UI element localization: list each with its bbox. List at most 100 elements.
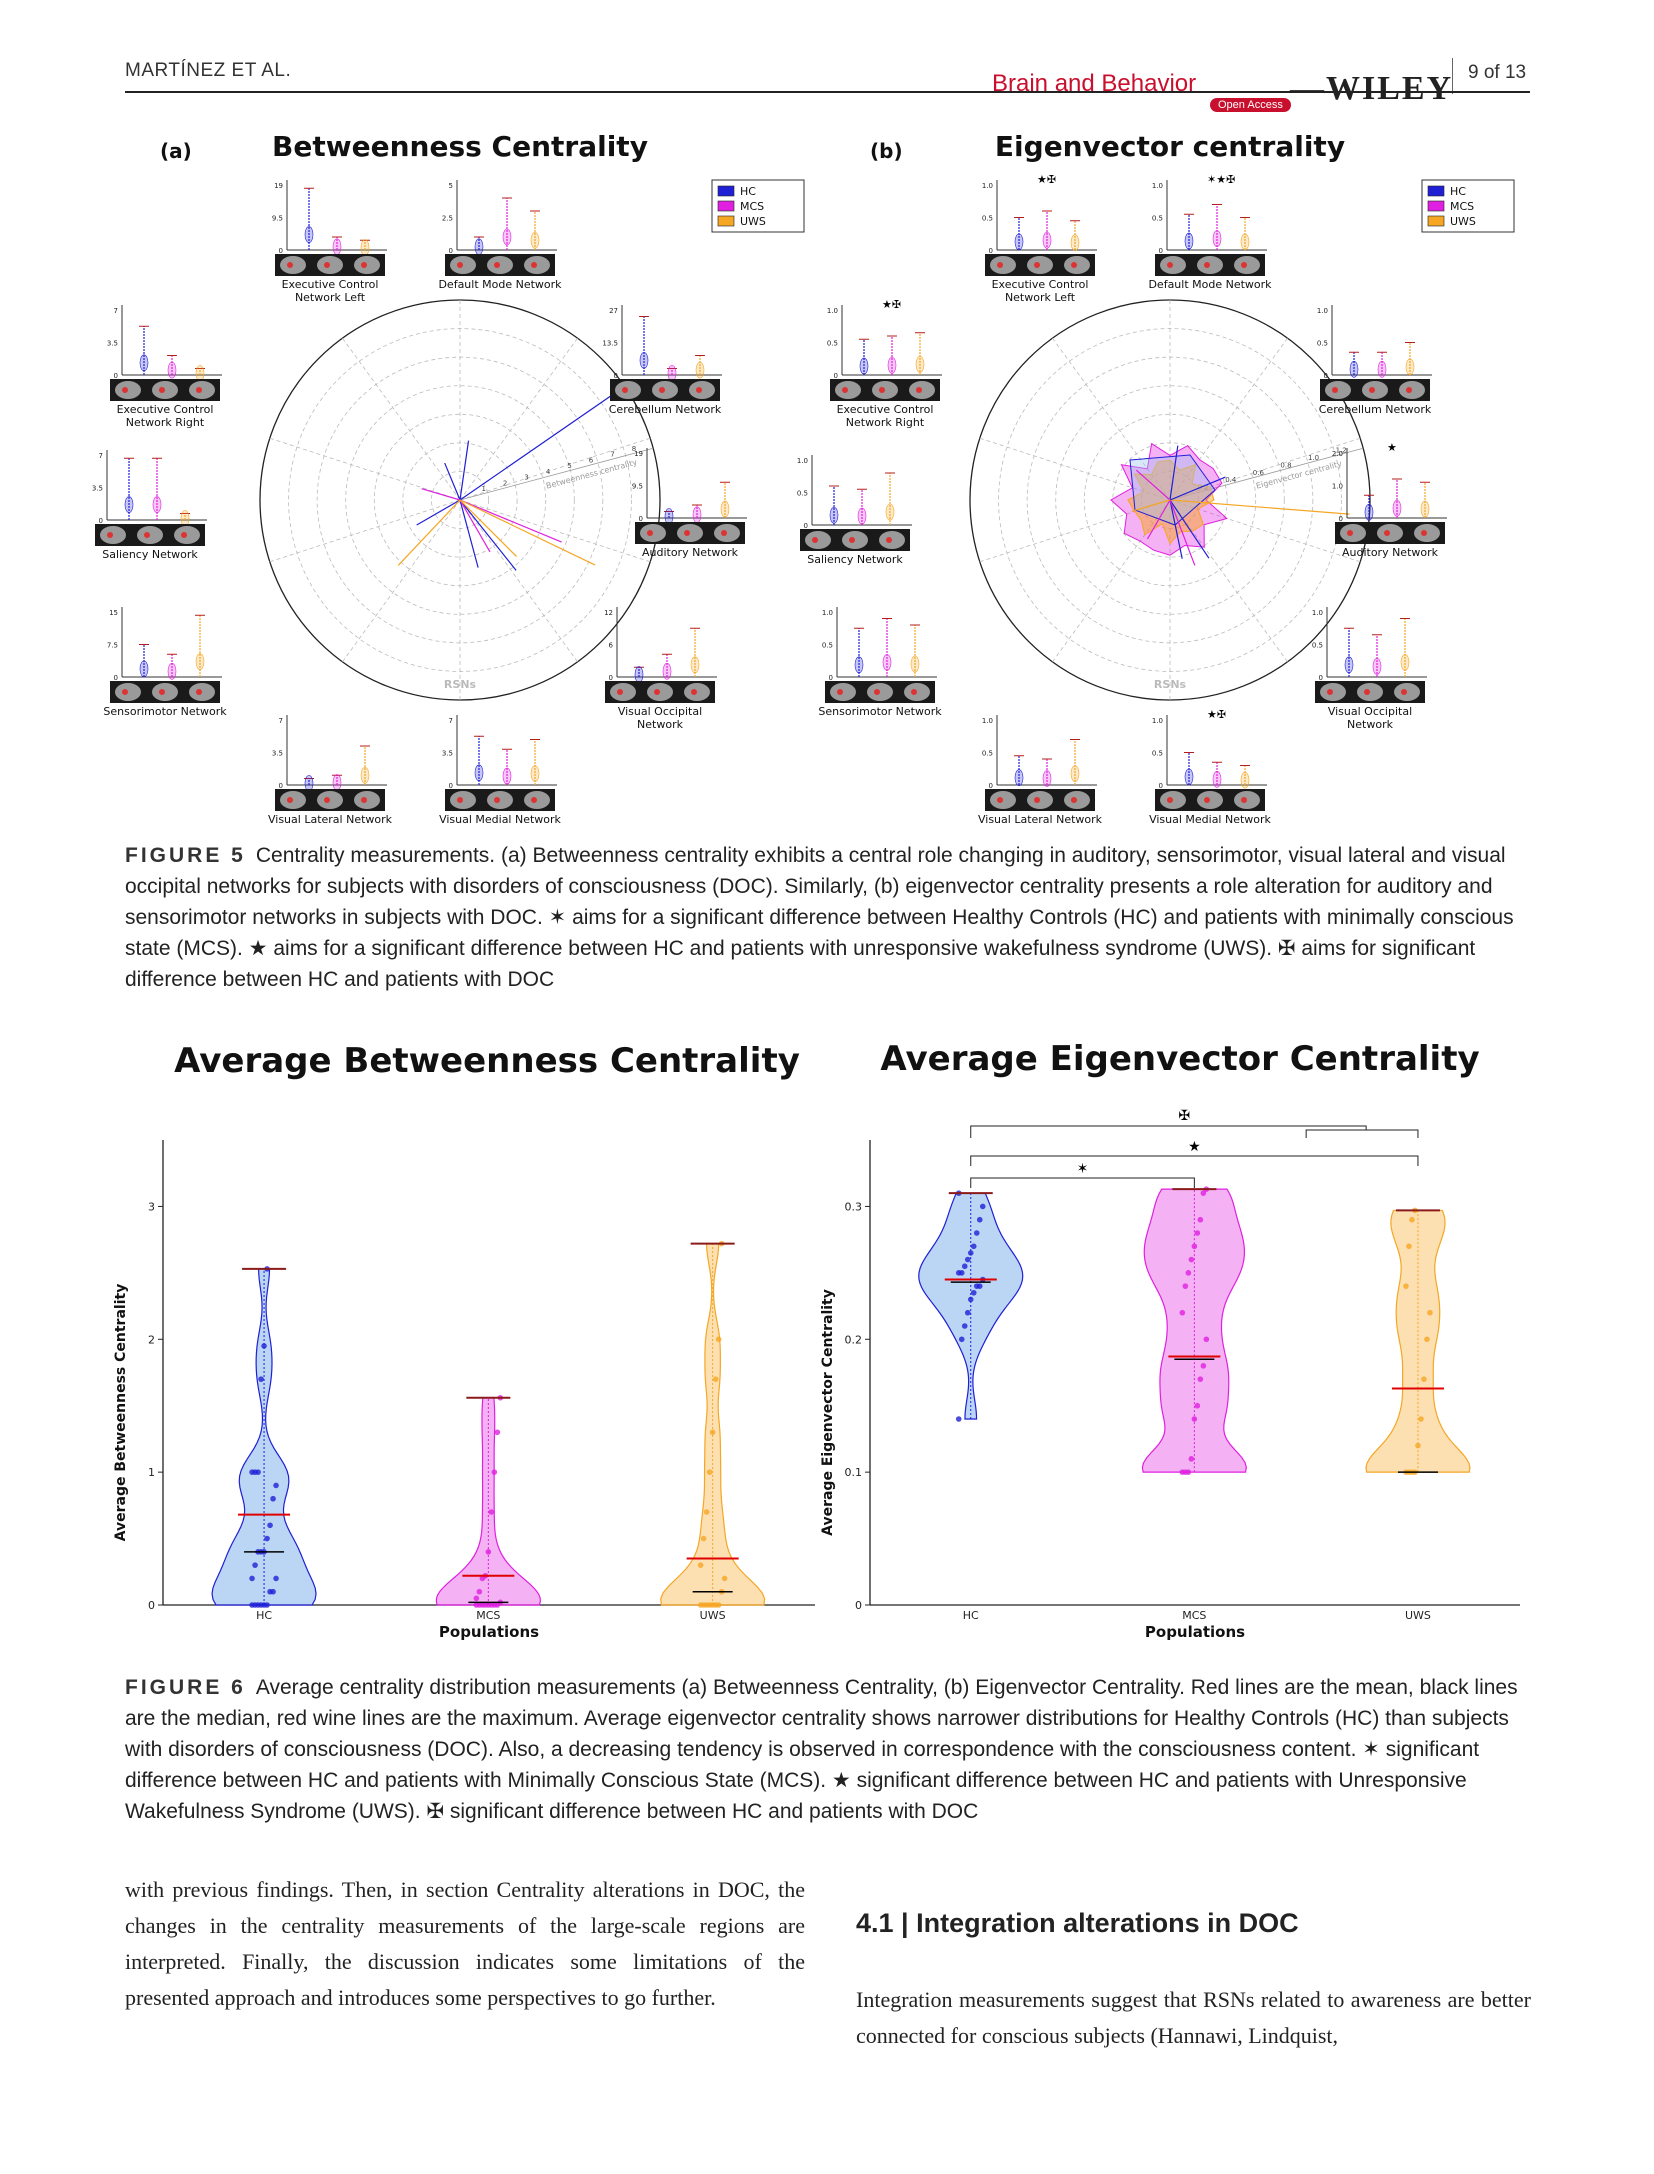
radar-hc-area <box>1129 454 1216 526</box>
network-highlight <box>886 537 892 543</box>
mini-violin-body <box>662 663 672 680</box>
y-tick-label: 0.3 <box>845 1200 863 1213</box>
radar-spoke <box>1169 337 1288 501</box>
figure-6-caption: FIGURE 6 Average centrality distribution … <box>125 1672 1530 1827</box>
mini-violin-body <box>502 767 512 785</box>
mini-ytick-label: 0 <box>639 515 643 523</box>
network-highlight <box>1384 530 1390 536</box>
data-point <box>697 1562 704 1568</box>
mini-violin-body <box>1070 765 1080 782</box>
radar-spoke <box>459 499 578 663</box>
network-highlight <box>997 262 1003 268</box>
data-point <box>712 1376 719 1382</box>
network-label: Default Mode Network <box>438 278 562 291</box>
data-point <box>970 1289 977 1296</box>
network-label: Auditory Network <box>1342 546 1439 559</box>
data-point <box>958 1336 965 1343</box>
network-highlight <box>1241 797 1247 803</box>
radar-spike <box>1131 499 1171 512</box>
bracket-hc-uws <box>970 1155 1419 1166</box>
network-label: Network Right <box>126 416 205 429</box>
data-point <box>252 1562 258 1568</box>
mini-ytick-label: 0 <box>614 372 618 380</box>
mini-violin-body <box>695 361 705 379</box>
x-tick-label: UWS <box>700 1609 726 1622</box>
network-highlight <box>1347 530 1353 536</box>
mini-violin-body <box>1014 769 1024 786</box>
network-highlight <box>1369 387 1375 393</box>
mini-violin-dmn: 1.0 0.5 0 ✶★✠ Default Mode Network <box>1148 173 1272 291</box>
data-point <box>270 1588 276 1595</box>
mini-ytick-label: 0 <box>1339 515 1343 523</box>
mini-ytick-label: 0.5 <box>827 340 838 348</box>
radar-spoke <box>1169 499 1288 663</box>
network-highlight <box>122 387 128 393</box>
header-rule <box>125 91 1530 93</box>
figure-5-label: FIGURE 5 <box>125 844 246 867</box>
mini-ytick-label: 0 <box>114 674 118 682</box>
chart-average-betweenness: Average Betweenness Centrality 0 1 2 3 Averag… <box>113 1041 815 1641</box>
radar-tick-label: 7 <box>610 451 614 459</box>
mini-violin-body <box>1184 232 1194 250</box>
mini-violin-body <box>887 356 897 374</box>
network-label: Default Mode Network <box>1148 278 1272 291</box>
network-label: Auditory Network <box>642 546 739 559</box>
radar-spoke <box>1169 499 1361 563</box>
mini-violin-body <box>1240 771 1250 789</box>
data-point <box>1194 1402 1201 1409</box>
mini-ytick-label: 0 <box>279 782 283 790</box>
mini-violin-body <box>1349 361 1359 378</box>
network-label: Executive Control <box>837 403 934 416</box>
mini-violin-body <box>829 506 839 524</box>
mini-ytick-label: 2.0 <box>1332 450 1343 458</box>
radar-spike <box>1169 499 1183 559</box>
radar-spike <box>1169 499 1196 566</box>
body-paragraph-left: with previous findings. Then, in section… <box>125 1877 805 2010</box>
mini-violin-body <box>690 656 700 674</box>
legend-label-uws: UWS <box>740 215 766 228</box>
bracket-doc-group <box>1305 1129 1419 1138</box>
data-point <box>955 1416 962 1422</box>
y-tick-label: 0.2 <box>845 1333 863 1346</box>
section-heading: 4.1 | Integration alterations in DOC <box>856 1908 1299 1938</box>
network-label: Executive Control <box>117 403 214 416</box>
y-tick-label: 2 <box>148 1333 155 1346</box>
radar-spike <box>459 499 596 566</box>
mini-ytick-label: 9.5 <box>272 215 283 223</box>
mini-ytick-label: 3.5 <box>442 750 453 758</box>
data-point <box>979 1203 986 1210</box>
data-point <box>264 1535 270 1542</box>
significance-brackets: ✶ ★ ✠ <box>970 1108 1419 1188</box>
mini-ytick-label: 13.5 <box>602 340 618 348</box>
y-tick-label: 0 <box>148 1599 155 1612</box>
network-label: Visual Lateral Network <box>268 813 393 826</box>
legend-label-hc: HC <box>1450 185 1466 198</box>
data-point <box>958 1270 965 1276</box>
network-highlight <box>361 797 367 803</box>
mini-violin-body <box>857 507 867 525</box>
network-highlight <box>617 689 623 695</box>
mini-violin-body <box>1070 234 1080 251</box>
data-point <box>488 1509 495 1515</box>
data-point <box>961 1263 968 1270</box>
radar-spoke <box>1169 437 1361 501</box>
network-highlight <box>654 689 660 695</box>
mini-violin-body <box>1400 654 1410 671</box>
radar-value-axis <box>459 447 654 501</box>
data-point <box>473 1595 480 1602</box>
radar-spike <box>459 440 470 501</box>
radar-tick-label: 0.8 <box>1280 461 1291 469</box>
data-point <box>964 1256 971 1263</box>
mini-ytick-label: 19 <box>274 182 283 190</box>
radar-tick-label: 1 <box>481 485 485 493</box>
mini-violin-cerebellum: 27 13.5 0 Cerebellum Network <box>602 305 722 416</box>
legend-swatch-uws <box>717 215 735 227</box>
radar-tick-label: 6 <box>589 456 594 464</box>
radar-spoke <box>1052 337 1171 501</box>
mini-violin-body <box>910 655 920 673</box>
mini-ytick-label: 0 <box>609 674 613 682</box>
network-highlight <box>1071 262 1077 268</box>
network-highlight <box>159 387 165 393</box>
